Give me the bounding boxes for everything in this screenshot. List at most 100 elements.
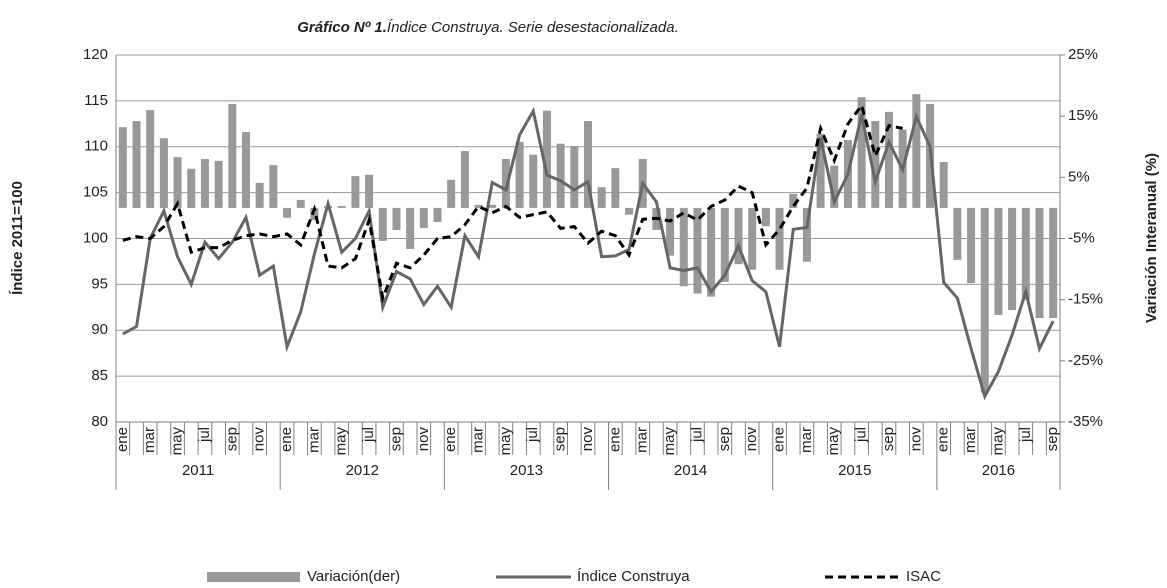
bar (789, 193, 798, 208)
bar (625, 207, 634, 215)
x-tick-label: mar (305, 427, 322, 453)
year-label: 2013 (510, 462, 543, 479)
bar (515, 141, 524, 208)
bar (775, 207, 784, 270)
bar (584, 121, 592, 208)
bar (146, 110, 155, 208)
y-tick-label: 120 (83, 46, 108, 63)
x-tick-label: mar (470, 427, 487, 453)
bar (1049, 207, 1058, 319)
x-tick-label: mar (798, 427, 815, 453)
bar (707, 207, 716, 297)
x-tick-label: ene (606, 427, 623, 452)
bar (761, 207, 770, 227)
bar (1021, 207, 1030, 300)
x-tick-label: jul (1017, 427, 1034, 443)
x-tick-label: mar (141, 427, 158, 453)
bar (159, 138, 168, 208)
y2-tick-label: -15% (1068, 291, 1103, 308)
bar (296, 199, 305, 208)
bar (337, 206, 346, 208)
x-tick-label: may (825, 427, 842, 456)
title-text: Índice Construya. Serie desestacionaliza… (387, 19, 679, 36)
line (122, 102, 903, 304)
bar (529, 154, 538, 208)
x-tick-label: jul (853, 427, 870, 443)
x-tick-label: sep (716, 427, 733, 451)
bar (994, 207, 1003, 315)
title-prefix: Gráfico Nº 1. (297, 19, 387, 36)
line (122, 106, 1055, 401)
y2-tick-label: 25% (1068, 46, 1098, 63)
bar (597, 187, 606, 208)
bar (118, 127, 127, 208)
bar (460, 151, 469, 208)
y2-tick-label: 15% (1068, 107, 1098, 124)
bar (556, 143, 565, 208)
y-tick-label: 90 (91, 321, 108, 338)
bar (693, 207, 702, 294)
bar (679, 207, 688, 287)
x-tick-label: may (497, 427, 514, 456)
x-tick-label: may (169, 427, 186, 456)
bar (980, 207, 989, 393)
legend-label: Variación(der) (307, 568, 400, 585)
bar (857, 97, 866, 208)
bar (748, 207, 757, 270)
y-tick-label: 95 (91, 275, 108, 292)
y-tick-label: 110 (84, 138, 108, 155)
bar (406, 207, 415, 249)
year-label: 2012 (346, 462, 379, 479)
bar (269, 165, 278, 208)
x-tick-label: nov (743, 427, 760, 452)
x-tick-label: ene (278, 427, 295, 452)
y2-tick-label: -25% (1068, 352, 1103, 369)
x-tick-label: ene (771, 427, 788, 452)
year-label: 2011 (182, 462, 214, 479)
x-tick-label: sep (223, 427, 240, 451)
x-tick-label: may (661, 427, 678, 456)
bar (666, 207, 675, 256)
bar (474, 204, 483, 208)
bar (132, 121, 141, 208)
x-tick-label: jul (196, 427, 213, 443)
bar (884, 111, 893, 208)
y-tick-label: 100 (83, 229, 108, 246)
x-tick-label: ene (442, 427, 459, 452)
bar (488, 204, 497, 208)
bar (967, 207, 976, 284)
bar (351, 176, 360, 208)
bar (802, 207, 811, 262)
bar (433, 207, 442, 222)
bar (200, 158, 209, 208)
x-tick-label: mar (962, 427, 979, 453)
y-axis-label: Índice 2011=100 (9, 181, 26, 295)
bar (378, 207, 387, 241)
x-tick-label: nov (579, 427, 596, 452)
year-label: 2014 (674, 462, 707, 479)
bar (542, 110, 551, 208)
bar (187, 168, 196, 208)
bar (912, 94, 921, 208)
x-tick-label: mar (634, 427, 651, 453)
bar (228, 103, 237, 208)
bar (283, 207, 292, 218)
legend-label: ISAC (906, 568, 941, 585)
bar (871, 121, 880, 208)
x-tick-label: sep (552, 427, 569, 451)
bar (447, 179, 456, 208)
bar (570, 146, 579, 208)
bar (939, 162, 948, 208)
bar (1035, 207, 1044, 319)
y-tick-label: 115 (84, 92, 108, 109)
bar (720, 207, 729, 282)
legend-swatch (207, 572, 300, 582)
y2-tick-label: -35% (1068, 413, 1103, 430)
bar (365, 174, 374, 208)
y-tick-label: 105 (83, 184, 108, 201)
y2-tick-label: -5% (1068, 229, 1095, 246)
bar (830, 165, 839, 208)
x-tick-label: jul (360, 427, 377, 443)
legend-label: Índice Construya (577, 568, 690, 585)
